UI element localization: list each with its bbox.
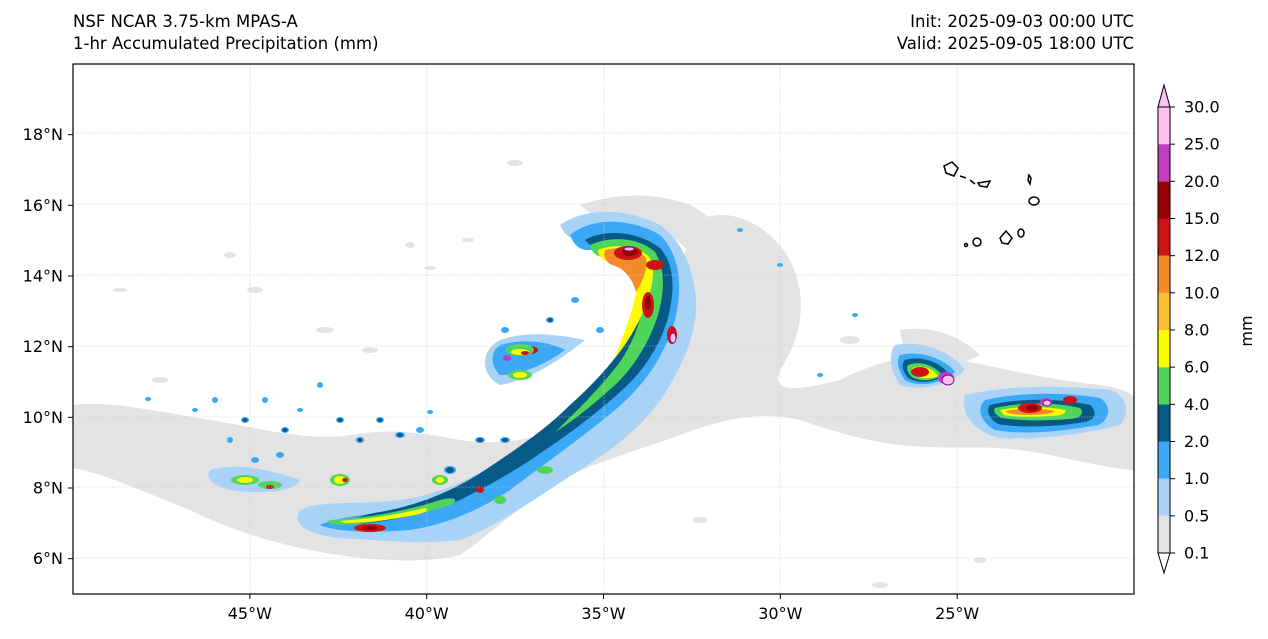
lat-tick-label: 10°N (23, 408, 63, 427)
colorbar-tick-label: 8.0 (1184, 321, 1209, 340)
colorbar-tick-label: 0.1 (1184, 544, 1209, 563)
lat-tick-label: 8°N (33, 479, 63, 498)
latitude-axis: 18°N 16°N 14°N 12°N 10°N 8°N 6°N (23, 125, 73, 568)
colorbar-min-extension (1157, 552, 1171, 575)
lon-tick-label: 30°W (758, 604, 802, 623)
colorbar-tick-label: 2.0 (1184, 432, 1209, 451)
gridlines (73, 64, 1134, 594)
colorbar-tick-label: 15.0 (1184, 209, 1220, 228)
lat-tick-label: 6°N (33, 549, 63, 568)
colorbar-segment (1158, 478, 1170, 516)
colorbar-tick-label: 0.5 (1184, 506, 1209, 525)
lon-tick-label: 25°W (935, 604, 979, 623)
colorbar-segment (1158, 367, 1170, 405)
lat-tick-label: 16°N (23, 196, 63, 215)
colorbar-tick-label: 20.0 (1184, 172, 1220, 191)
longitude-axis: 45°W 40°W 35°W 30°W 25°W (228, 594, 979, 623)
lat-tick-label: 12°N (23, 337, 63, 356)
title-left: NSF NCAR 3.75-km MPAS-A 1-hr Accumulated… (73, 11, 379, 55)
colorbar-tick-label: 10.0 (1184, 283, 1220, 302)
init-time: Init: 2025-09-03 00:00 UTC (910, 12, 1134, 31)
colorbar-tick-label: 6.0 (1184, 358, 1209, 377)
model-title: NSF NCAR 3.75-km MPAS-A (73, 12, 298, 31)
colorbar-tick-label: 1.0 (1184, 469, 1209, 488)
colorbar-segment (1158, 107, 1170, 145)
colorbar-unit-label: mm (1237, 315, 1256, 346)
valid-time: Valid: 2025-09-05 18:00 UTC (896, 34, 1134, 53)
island-coastlines (943, 161, 1040, 248)
colorbar-segment (1158, 515, 1170, 553)
lat-tick-label: 14°N (23, 267, 63, 286)
colorbar-segment (1158, 144, 1170, 182)
colorbar-segment (1158, 330, 1170, 368)
colorbar-segment (1158, 255, 1170, 293)
lon-tick-label: 35°W (581, 604, 625, 623)
colorbar-segment (1158, 404, 1170, 442)
colorbar-tick-label: 4.0 (1184, 395, 1209, 414)
colorbar-segment (1158, 181, 1170, 219)
title-right: Init: 2025-09-03 00:00 UTC Valid: 2025-0… (897, 11, 1134, 55)
colorbar-segment (1158, 441, 1170, 479)
field-title: 1-hr Accumulated Precipitation (mm) (73, 34, 379, 53)
colorbar-tick-label: 30.0 (1184, 98, 1220, 117)
colorbar: 0.1 0.5 1.0 2.0 4.0 6.0 8.0 10.0 12.0 15.0 20.0 25.… (1157, 83, 1220, 575)
lon-tick-label: 45°W (228, 604, 272, 623)
colorbar-max-extension (1157, 83, 1171, 108)
colorbar-tick-label: 12.0 (1184, 246, 1220, 265)
precip-field (73, 64, 1134, 594)
lon-tick-label: 40°W (405, 604, 449, 623)
colorbar-segment (1158, 218, 1170, 256)
colorbar-tick-label: 25.0 (1184, 135, 1220, 154)
lat-tick-label: 18°N (23, 125, 63, 144)
colorbar-segment (1158, 292, 1170, 330)
